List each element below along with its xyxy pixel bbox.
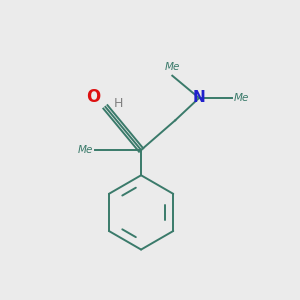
Text: Me: Me: [77, 145, 93, 155]
Text: Me: Me: [234, 93, 250, 103]
Text: Me: Me: [165, 62, 180, 72]
Text: H: H: [114, 97, 123, 110]
Text: N: N: [193, 91, 206, 106]
Text: O: O: [86, 88, 100, 106]
